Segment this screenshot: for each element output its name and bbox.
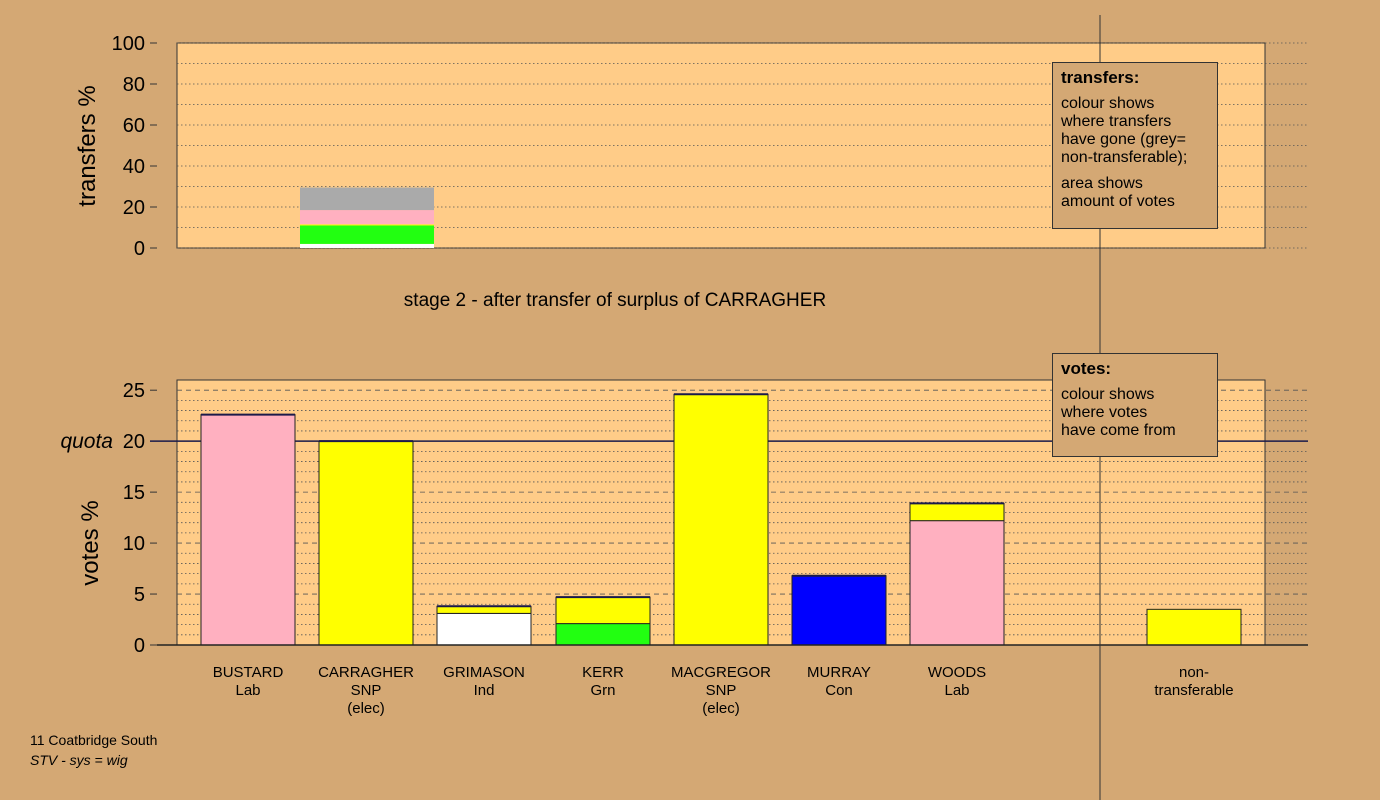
candidate-name-label: MACGREGOR bbox=[671, 664, 771, 681]
votes-y-tick-label: 5 bbox=[134, 584, 145, 606]
votes-legend-line: colour shows bbox=[1061, 386, 1155, 403]
candidate-bar-segment bbox=[318, 440, 414, 646]
transfers-y-tick-label: 20 bbox=[123, 197, 145, 219]
votes-y-axis-title: votes % bbox=[77, 500, 104, 585]
candidate-bar-segment bbox=[436, 605, 532, 614]
votes-legend-title: votes: bbox=[1061, 359, 1112, 378]
candidate-bar-segment bbox=[200, 414, 296, 646]
votes-y-tick-label: 10 bbox=[123, 533, 145, 555]
candidate-name-label: GRIMASON bbox=[443, 664, 525, 681]
transfers-legend-line: area shows bbox=[1061, 175, 1143, 192]
candidate-name-label: BUSTARD bbox=[213, 664, 284, 681]
candidate-party-label: SNP bbox=[706, 682, 737, 699]
candidate-name-label: WOODS bbox=[928, 664, 986, 681]
transfers-legend-line: colour shows bbox=[1061, 95, 1155, 112]
stage-title: stage 2 - after transfer of surplus of C… bbox=[404, 290, 826, 311]
transfer-bar-segment-lab bbox=[300, 210, 434, 225]
non-transferable-label: non- bbox=[1179, 664, 1209, 681]
votes-y-tick-label: 0 bbox=[134, 635, 145, 657]
candidate-bar-segment bbox=[555, 623, 651, 646]
transfers-y-tick-label: 0 bbox=[134, 238, 145, 260]
transfers-legend-line: where transfers bbox=[1061, 113, 1172, 130]
transfer-bar-segment-grn bbox=[300, 225, 434, 244]
candidate-name-label: CARRAGHER bbox=[318, 664, 414, 681]
transfer-bar-segment-snp bbox=[300, 224, 434, 226]
candidate-party-label: SNP bbox=[351, 682, 382, 699]
non-transferable-label: transferable bbox=[1154, 682, 1233, 699]
votes-y-tick-label: 20 bbox=[123, 431, 145, 453]
transfers-y-tick-label: 60 bbox=[123, 115, 145, 137]
candidate-bar-segment bbox=[555, 596, 651, 625]
candidate-party-label: Lab bbox=[235, 682, 260, 699]
candidate-party-label: Con bbox=[825, 682, 853, 699]
candidate-bar-segment bbox=[673, 393, 769, 646]
transfers-y-tick-label: 40 bbox=[123, 156, 145, 178]
transfers-legend-title: transfers: bbox=[1061, 68, 1140, 87]
quota-label: quota bbox=[60, 430, 113, 453]
votes-legend-line: have come from bbox=[1061, 422, 1176, 439]
system-label: STV - sys = wig bbox=[30, 752, 128, 768]
constituency-label: 11 Coatbridge South bbox=[30, 732, 158, 748]
candidate-note-label: (elec) bbox=[347, 700, 385, 717]
candidate-bar-segment bbox=[436, 612, 532, 646]
transfers-legend: transfers: colour shows where transfers … bbox=[1052, 62, 1218, 229]
candidate-bar-segment bbox=[791, 575, 887, 646]
votes-legend-line: where votes bbox=[1061, 404, 1148, 421]
candidate-party-label: Ind bbox=[474, 682, 495, 699]
transfers-y-axis-title: transfers % bbox=[74, 85, 101, 206]
transfers-legend-line: have gone (grey= bbox=[1061, 131, 1186, 148]
candidate-bar-segment bbox=[909, 502, 1005, 522]
candidate-name-label: MURRAY bbox=[807, 664, 871, 681]
votes-legend: votes: colour shows where votes have com… bbox=[1052, 353, 1218, 457]
candidate-party-label: Grn bbox=[590, 682, 615, 699]
transfers-y-tick-label: 100 bbox=[112, 33, 145, 55]
candidate-note-label: (elec) bbox=[702, 700, 740, 717]
candidate-party-label: Lab bbox=[944, 682, 969, 699]
votes-y-tick-label: 15 bbox=[123, 482, 145, 504]
non-transferable-bar-segment bbox=[1146, 608, 1242, 646]
candidate-name-label: KERR bbox=[582, 664, 624, 681]
transfers-legend-line: non-transferable); bbox=[1061, 149, 1188, 166]
candidate-bar-segment bbox=[909, 520, 1005, 646]
transfer-bar-segment-non-transferable bbox=[300, 187, 434, 211]
transfers-legend-line: amount of votes bbox=[1061, 193, 1175, 210]
transfer-bar-segment-ind bbox=[300, 243, 434, 248]
votes-y-tick-label: 25 bbox=[123, 380, 145, 402]
transfers-y-tick-label: 80 bbox=[123, 74, 145, 96]
